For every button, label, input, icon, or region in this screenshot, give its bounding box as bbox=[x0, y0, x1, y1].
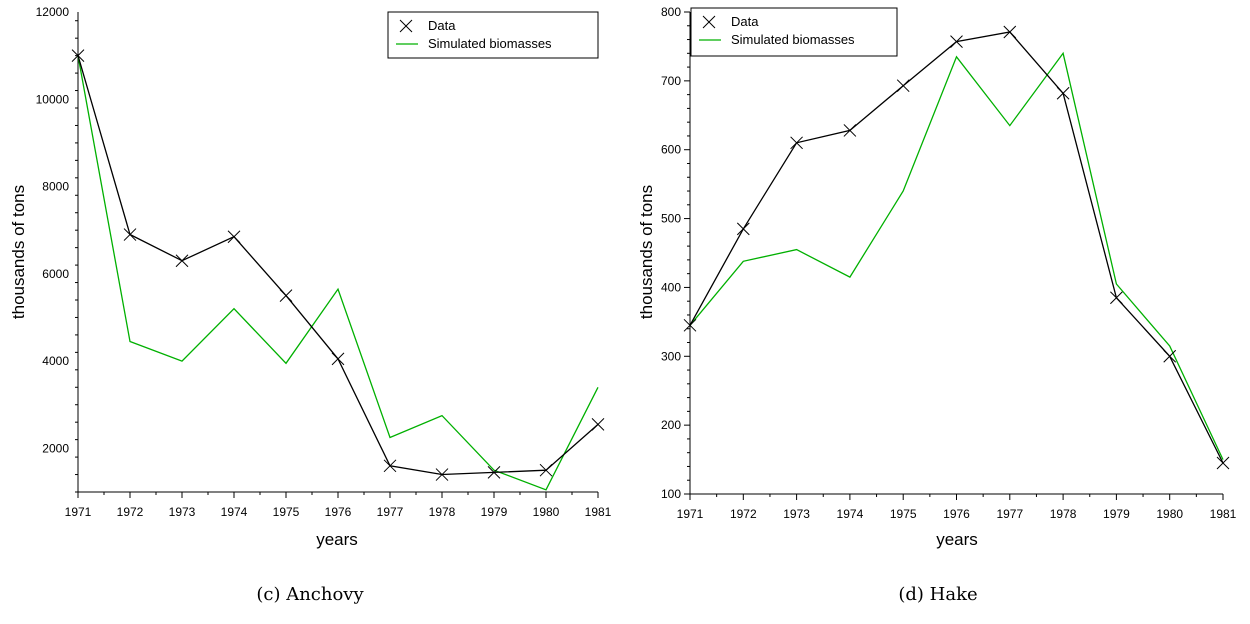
chart-caption: (d) Hake bbox=[898, 584, 977, 605]
y-tick-label: 700 bbox=[661, 74, 681, 88]
data-point-marker bbox=[383, 459, 397, 473]
x-tick-label: 1971 bbox=[65, 505, 92, 519]
legend-item: Data bbox=[702, 14, 759, 29]
data-point-marker bbox=[736, 222, 750, 236]
y-axis-title: thousands of tons bbox=[9, 185, 28, 319]
x-tick-label: 1980 bbox=[1156, 507, 1183, 521]
x-tick-label: 1977 bbox=[996, 507, 1023, 521]
legend-label: Data bbox=[731, 14, 759, 29]
x-tick-label: 1976 bbox=[325, 505, 352, 519]
data-point-marker bbox=[591, 418, 605, 431]
data-point-marker bbox=[123, 228, 137, 241]
data-point-marker bbox=[1003, 25, 1017, 39]
x-tick-label: 1976 bbox=[943, 507, 970, 521]
x-tick-label: 1981 bbox=[1210, 507, 1237, 521]
x-tick-label: 1973 bbox=[169, 505, 196, 519]
data-point-marker bbox=[227, 230, 241, 244]
x-tick-label: 1971 bbox=[677, 507, 704, 521]
x-axis-title: years bbox=[936, 530, 978, 549]
legend-item: Simulated biomasses bbox=[396, 36, 552, 51]
data-point-marker bbox=[896, 79, 910, 93]
data-series-line bbox=[77, 55, 599, 476]
simulated-series-line bbox=[689, 51, 1224, 460]
x-tick-label: 1979 bbox=[1103, 507, 1130, 521]
simulated-series-line bbox=[77, 55, 599, 491]
legend-item: Data bbox=[399, 18, 456, 33]
y-tick-label: 100 bbox=[661, 487, 681, 501]
x-axis-title: years bbox=[316, 530, 358, 549]
x-tick-label: 1975 bbox=[273, 505, 300, 519]
x-tick-label: 1972 bbox=[117, 505, 144, 519]
anchovy-chart-panel: 2000 4000 6000 8000 10000 12000 1971 1972 1973 19… bbox=[9, 5, 612, 605]
legend-label: Data bbox=[428, 18, 456, 33]
data-point-marker bbox=[539, 463, 553, 477]
data-point-marker bbox=[435, 468, 449, 481]
data-point-marker bbox=[683, 318, 697, 332]
anchovy-chart: 2000 4000 6000 8000 10000 12000 1971 1972 1973 19… bbox=[9, 5, 612, 605]
data-point-marker bbox=[950, 35, 963, 48]
y-tick-label: 500 bbox=[661, 212, 681, 226]
legend-label: Simulated biomasses bbox=[428, 36, 552, 51]
x-tick-label: 1974 bbox=[221, 505, 248, 519]
data-series-line bbox=[689, 31, 1224, 464]
data-point-marker bbox=[1163, 349, 1177, 363]
y-axis-title: thousands of tons bbox=[637, 185, 656, 319]
x-tick-label: 1978 bbox=[429, 505, 456, 519]
y-tick-label: 600 bbox=[661, 143, 681, 157]
data-point-marker bbox=[175, 254, 189, 268]
data-point-marker bbox=[331, 352, 345, 366]
x-tick-label: 1975 bbox=[890, 507, 917, 521]
legend-box bbox=[690, 7, 898, 57]
data-point-marker bbox=[790, 136, 803, 150]
y-tick-label: 12000 bbox=[36, 5, 70, 19]
x-tick-label: 1981 bbox=[585, 505, 612, 519]
y-tick-label: 800 bbox=[661, 5, 681, 19]
y-tick-label: 6000 bbox=[42, 267, 69, 281]
data-point-marker bbox=[71, 49, 85, 62]
y-tick-label: 10000 bbox=[36, 92, 70, 106]
x-tick-label: 1972 bbox=[730, 507, 757, 521]
y-tick-label: 300 bbox=[661, 349, 681, 363]
y-tick-label: 2000 bbox=[42, 441, 69, 455]
data-point-marker bbox=[1056, 86, 1070, 100]
y-tick-label: 200 bbox=[661, 418, 681, 432]
x-tick-label: 1977 bbox=[377, 505, 404, 519]
data-point-marker bbox=[1110, 291, 1123, 305]
y-tick-label: 8000 bbox=[42, 180, 69, 194]
x-tick-label: 1980 bbox=[533, 505, 560, 519]
x-tick-label: 1974 bbox=[837, 507, 864, 521]
y-tick-label: 400 bbox=[661, 280, 681, 294]
data-point-marker bbox=[1216, 456, 1230, 470]
y-tick-label: 4000 bbox=[42, 354, 69, 368]
data-point-marker bbox=[279, 289, 293, 302]
data-point-marker bbox=[487, 466, 501, 479]
hake-chart-panel: 100 200 300 400 500 600 700 800 1971 1972 1973 1974… bbox=[625, 0, 1250, 624]
legend-label: Simulated biomasses bbox=[731, 32, 855, 47]
chart-caption: (c) Anchovy bbox=[256, 584, 364, 605]
x-tick-label: 1979 bbox=[481, 505, 508, 519]
data-point-marker bbox=[843, 124, 857, 137]
hake-chart: 100 200 300 400 500 600 700 800 1971 1972 1973 1974… bbox=[637, 5, 1237, 605]
x-tick-label: 1978 bbox=[1050, 507, 1077, 521]
legend-box bbox=[387, 11, 599, 59]
legend-item: Simulated biomasses bbox=[699, 32, 855, 47]
x-tick-label: 1973 bbox=[783, 507, 810, 521]
